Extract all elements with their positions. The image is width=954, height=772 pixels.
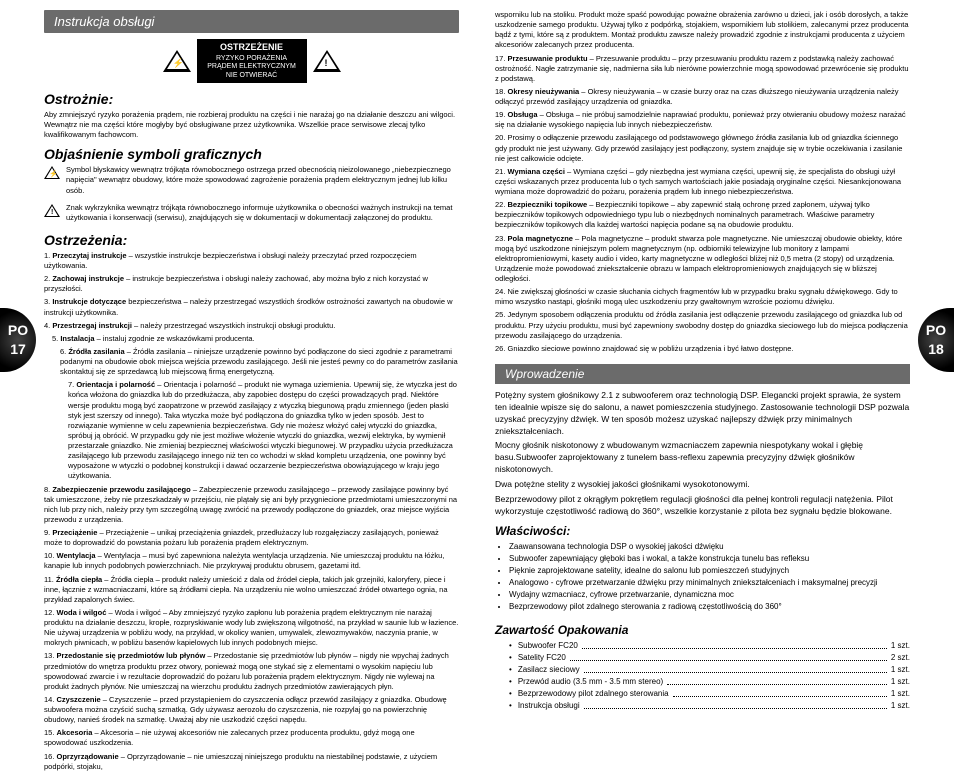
lightning-icon: ⚡ xyxy=(44,166,60,179)
lightning-icon: ⚡ xyxy=(163,50,191,72)
caution-text: Aby zmniejszyć ryzyko porażenia prądem, … xyxy=(44,110,459,140)
exclamation-icon: ! xyxy=(44,204,60,217)
right-column: wsporniku lub na stoliku. Produkt może s… xyxy=(477,0,954,679)
features-list: Zaawansowana technologia DSP o wysokiej … xyxy=(495,541,910,613)
intro-text: Potężny system głośnikowy 2.1 z subwoofe… xyxy=(495,390,910,518)
li9-text: Przeciążenie – unikaj przeciążenia gniaz… xyxy=(44,528,439,547)
li14-text: Czyszczenie – przed przystąpieniem do cz… xyxy=(44,695,447,724)
heading-symbols: Objaśnienie symboli graficznych xyxy=(44,146,459,162)
warnings-continued: wsporniku lub na stoliku. Produkt może s… xyxy=(495,10,910,354)
heading-contents: Zawartość Opakowania xyxy=(495,623,910,637)
symbol-row-1: ⚡ Symbol błyskawicy wewnątrz trójkąta ró… xyxy=(44,165,459,198)
heading-warnings: Ostrzeżenia: xyxy=(44,232,459,248)
pkg-item: Instrukcja obsługi1 szt. xyxy=(509,700,910,712)
li15-text: Akcesoria – nie używaj akcesoriów nie za… xyxy=(44,728,415,747)
warning-panel: ⚡ OSTRZEŻENIE RYZYKO PORAŻENIA PRĄDEM EL… xyxy=(44,39,459,83)
page-spread: PO 17 PO 18 Instrukcja obsługi ⚡ OSTRZEŻ… xyxy=(0,0,954,679)
li11-text: Źródła ciepła – produkt należy umieścić … xyxy=(44,575,448,604)
li7-text: Orientacja i polarność – produkt nie wym… xyxy=(68,380,457,480)
li10-text: Wentylacja – musi być zapewniona należyt… xyxy=(44,551,444,570)
li12-text: Woda i wilgoć – Aby zmniejszyć ryzyko za… xyxy=(44,608,458,647)
warning-label: OSTRZEŻENIE RYZYKO PORAŻENIA PRĄDEM ELEK… xyxy=(197,39,307,83)
pkg-item: Bezprzewodowy pilot zdalnego sterowania1… xyxy=(509,688,910,700)
warnings-list: 1. Przeczytaj instrukcje – Przeczytaj in… xyxy=(44,251,459,772)
title-bar: Instrukcja obsługi xyxy=(44,10,459,33)
exclamation-icon: ! xyxy=(313,50,341,72)
pkg-item: Subwoofer FC201 szt. xyxy=(509,640,910,652)
pkg-item: Zasilacz sieciowy1 szt. xyxy=(509,664,910,676)
symbol-row-2: ! Znak wykrzyknika wewnątrz trójkąta rów… xyxy=(44,203,459,226)
left-column: Instrukcja obsługi ⚡ OSTRZEŻENIE RYZYKO … xyxy=(0,0,477,679)
intro-bar: Wprowadzenie xyxy=(495,364,910,384)
heading-features: Właściwości: xyxy=(495,524,910,538)
heading-caution: Ostrożnie: xyxy=(44,91,459,107)
package-list: Subwoofer FC201 szt. Satelity FC202 szt.… xyxy=(495,640,910,712)
pkg-item: Satelity FC202 szt. xyxy=(509,652,910,664)
pkg-item: Przewód audio (3.5 mm - 3.5 mm stereo)1 … xyxy=(509,676,910,688)
